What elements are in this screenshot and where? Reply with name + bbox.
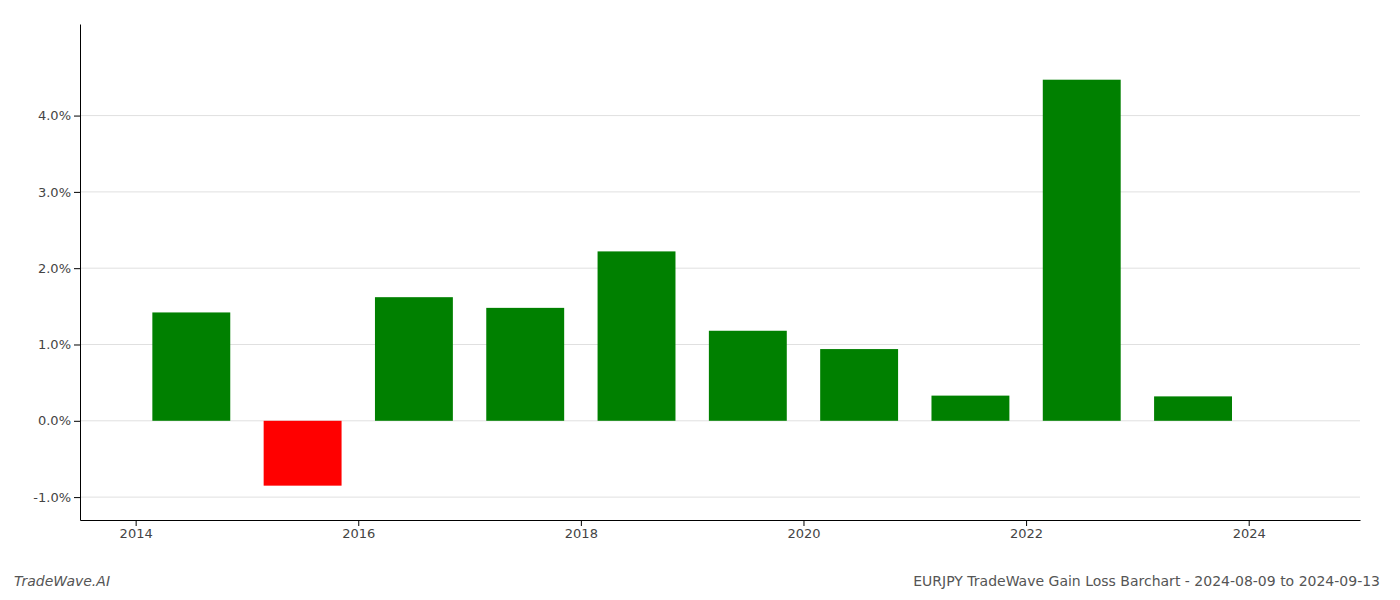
y-tick-label: 0.0% — [38, 413, 71, 428]
plot: 2014 2016 2018 2020 2022 2024 -1.0% 0.0% 1.0% 2.0… — [33, 25, 1360, 542]
y-axis-line — [80, 25, 81, 521]
title: EURJPY TradeWave Gain Loss Barchart - 20… — [913, 573, 1380, 589]
y-tick-mark — [74, 497, 80, 498]
x-tick-label: 2018 — [565, 526, 598, 541]
x-tick: 2020 — [787, 520, 820, 541]
x-tick-mark — [581, 520, 582, 526]
chart: 2014 2016 2018 2020 2022 2024 -1.0% 0.0% 1.0% 2.0… — [0, 0, 1400, 600]
x-tick-mark — [358, 520, 359, 526]
x-tick-label: 2016 — [342, 526, 375, 541]
x-tick: 2024 — [1233, 520, 1266, 541]
x-tick: 2022 — [1010, 520, 1043, 541]
bar — [375, 297, 453, 421]
y-tick-mark — [74, 421, 80, 422]
y-tick-label: 2.0% — [38, 261, 71, 276]
y-tick: 4.0% — [38, 108, 80, 123]
y-tick: 1.0% — [38, 337, 80, 352]
y-tick-label: 1.0% — [38, 337, 71, 352]
bar — [598, 251, 676, 420]
y-tick: 3.0% — [38, 185, 80, 200]
x-tick-mark — [803, 520, 804, 526]
grid-line — [80, 191, 1360, 192]
y-tick-label: 4.0% — [38, 108, 71, 123]
annotation: TradeWave.AI — [14, 573, 110, 589]
y-tick-label: -1.0% — [33, 490, 71, 505]
x-tick-mark — [1249, 520, 1250, 526]
x-axis: 2014 2016 2018 2020 2022 2024 — [81, 520, 1361, 541]
x-tick-label: 2020 — [787, 526, 820, 541]
bar — [264, 421, 342, 486]
background — [0, 0, 1400, 600]
y-tick-mark — [74, 192, 80, 193]
grid-line — [80, 497, 1360, 498]
bar — [931, 396, 1009, 421]
x-tick-label: 2022 — [1010, 526, 1043, 541]
x-tick-label: 2024 — [1233, 526, 1266, 541]
bar — [820, 349, 898, 421]
grid — [80, 116, 1360, 498]
y-tick-mark — [74, 268, 80, 269]
bar — [709, 331, 787, 421]
grid-line — [80, 115, 1360, 116]
bar — [152, 312, 230, 420]
x-tick-mark — [136, 520, 137, 526]
y-tick: 2.0% — [38, 261, 80, 276]
x-tick-label: 2014 — [120, 526, 153, 541]
x-tick: 2016 — [342, 520, 375, 541]
bar — [1154, 396, 1232, 420]
bar — [1043, 80, 1121, 421]
y-tick: -1.0% — [33, 490, 80, 505]
x-tick-mark — [1026, 520, 1027, 526]
y-tick: 0.0% — [38, 413, 80, 428]
grid-line — [80, 268, 1360, 269]
y-axis: -1.0% 0.0% 1.0% 2.0% 3.0% 4.0% — [33, 25, 80, 521]
y-tick-label: 3.0% — [38, 185, 71, 200]
bars — [152, 80, 1232, 486]
bar — [486, 308, 564, 421]
y-tick-mark — [74, 116, 80, 117]
x-tick: 2014 — [120, 520, 153, 541]
x-axis-line — [81, 520, 1361, 521]
y-tick-mark — [74, 344, 80, 345]
x-tick: 2018 — [565, 520, 598, 541]
